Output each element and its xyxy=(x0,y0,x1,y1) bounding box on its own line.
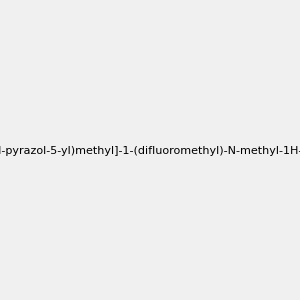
Text: N-[(4-chloro-1-ethyl-1H-pyrazol-5-yl)methyl]-1-(difluoromethyl)-N-methyl-1H-pyra: N-[(4-chloro-1-ethyl-1H-pyrazol-5-yl)met… xyxy=(0,146,300,157)
